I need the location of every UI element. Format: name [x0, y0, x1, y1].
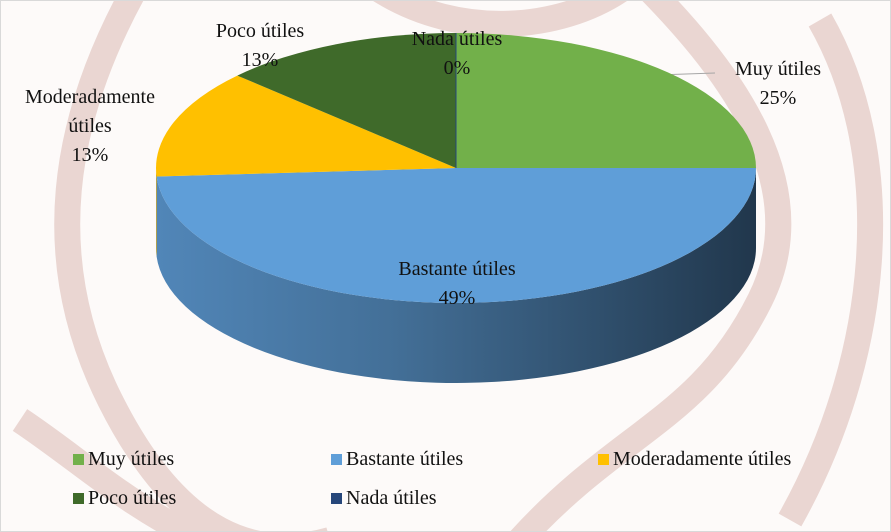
legend-label: Poco útiles — [88, 487, 176, 510]
slice-side — [156, 168, 157, 256]
data-label: Moderadamente útiles 13% — [20, 83, 160, 170]
legend-item: Muy útiles — [73, 446, 174, 472]
data-label-name: Muy útiles — [735, 58, 821, 80]
legend-item: Nada útiles — [331, 485, 437, 511]
legend-item: Moderadamente útiles — [598, 446, 791, 472]
data-label-name: Bastante útiles — [398, 258, 515, 280]
legend-item: Bastante útiles — [331, 446, 463, 472]
data-label-value: 49% — [439, 287, 476, 309]
data-label: Muy útiles 25% — [735, 55, 821, 113]
legend-swatch — [331, 493, 342, 504]
data-label: Nada útiles 0% — [412, 25, 503, 83]
legend-item: Poco útiles — [73, 485, 176, 511]
legend-label: Nada útiles — [346, 487, 437, 510]
legend-swatch — [598, 454, 609, 465]
pie — [156, 33, 756, 383]
legend-swatch — [331, 454, 342, 465]
data-label: Bastante útiles 49% — [398, 255, 515, 313]
legend-label: Moderadamente útiles — [613, 448, 791, 471]
legend-swatch — [73, 454, 84, 465]
legend-swatch — [73, 493, 84, 504]
data-label-value: 13% — [72, 144, 109, 166]
data-label-name: Moderadamente útiles — [25, 86, 155, 137]
legend-label: Muy útiles — [88, 448, 174, 471]
data-label-name: Nada útiles — [412, 28, 503, 50]
chart: Muy útiles 25% Bastante útiles 49% Moderadam… — [0, 0, 891, 532]
data-label-value: 0% — [444, 57, 471, 79]
data-label-value: 13% — [242, 49, 279, 71]
data-label-name: Poco útiles — [216, 20, 304, 42]
data-label: Poco útiles 13% — [216, 17, 304, 75]
legend-label: Bastante útiles — [346, 448, 463, 471]
data-label-value: 25% — [760, 87, 797, 109]
